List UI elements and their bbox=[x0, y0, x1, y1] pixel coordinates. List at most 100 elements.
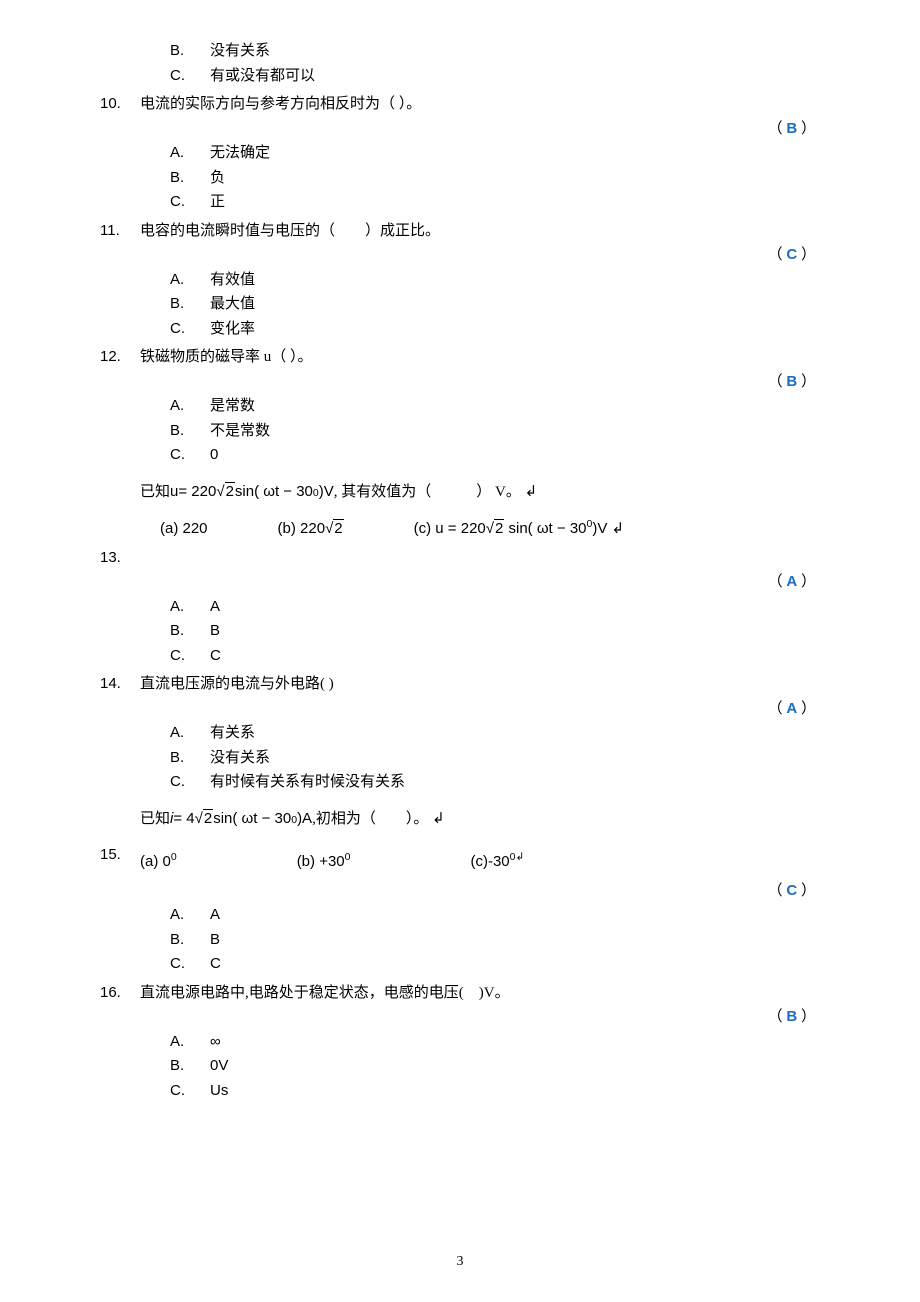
opt-text: 有时候有关系有时候没有关系 bbox=[210, 771, 820, 794]
answer-mark: （ B ） bbox=[100, 118, 820, 141]
opt-text: B bbox=[210, 620, 820, 643]
opt-text: 正 bbox=[210, 191, 820, 214]
answer-mark: （ C ） bbox=[100, 880, 820, 903]
opt-letter: A. bbox=[170, 1031, 210, 1054]
opt-text: 不是常数 bbox=[210, 420, 820, 443]
opt-letter: A. bbox=[170, 596, 210, 619]
opt-text: 有或没有都可以 bbox=[210, 65, 820, 88]
q11-options: A.有效值 B.最大值 C.变化率 bbox=[170, 269, 820, 341]
opt-letter: C. bbox=[170, 771, 210, 794]
opt-letter: B. bbox=[170, 747, 210, 770]
formula-eq: = 220 bbox=[178, 481, 216, 504]
formula-opt-c: (c)-300↲ bbox=[470, 850, 524, 874]
opt-text: 0V bbox=[210, 1055, 820, 1078]
question-13: 13. bbox=[100, 547, 820, 570]
formula-opt-b: (b) +300 bbox=[297, 850, 351, 874]
answer-mark: （ A ） bbox=[100, 571, 820, 594]
opt-text: 没有关系 bbox=[210, 747, 820, 770]
opt-letter: A. bbox=[170, 904, 210, 927]
q14-options: A.有关系 B.没有关系 C.有时候有关系有时候没有关系 bbox=[170, 722, 820, 794]
q-text: 直流电源电路中,电路处于稳定状态，电感的电压( )V。 bbox=[140, 982, 820, 1005]
opt-letter: B. bbox=[170, 293, 210, 316]
opt-letter: A. bbox=[170, 269, 210, 292]
answer-mark: （ A ） bbox=[100, 698, 820, 721]
page-root: B. 没有关系 C. 有或没有都可以 10. 电流的实际方向与参考方向相反时为（… bbox=[0, 0, 920, 1302]
opt-letter: A. bbox=[170, 395, 210, 418]
answer-letter: A bbox=[786, 700, 797, 717]
opt-letter: C. bbox=[170, 953, 210, 976]
opt-letter: C. bbox=[170, 191, 210, 214]
q-num: 14. bbox=[100, 673, 140, 696]
opt-text: Us bbox=[210, 1080, 820, 1103]
answer-letter: C bbox=[786, 882, 797, 899]
opt-text: 有效值 bbox=[210, 269, 820, 292]
q13-formula: 已知 u = 2202 sin( ωt − 300)V , 其有效值为（ ） V… bbox=[140, 481, 820, 504]
opt-text: A bbox=[210, 596, 820, 619]
answer-letter: A bbox=[786, 573, 797, 590]
opt-letter: C. bbox=[170, 1080, 210, 1103]
formula-end: )A bbox=[297, 808, 312, 831]
formula-mid: , 其有效值为（ ） V。 ↲ bbox=[334, 481, 537, 504]
q15-formula-opts: (a) 00 (b) +300 (c)-300↲ bbox=[140, 850, 594, 874]
answer-letter: B bbox=[786, 373, 797, 390]
page-number: 3 bbox=[0, 1251, 920, 1272]
question-12: 12. 铁磁物质的磁导率 u（ ）。 bbox=[100, 346, 820, 369]
q-num: 12. bbox=[100, 346, 140, 369]
opt-text: 负 bbox=[210, 167, 820, 190]
formula-opt-a: (a) 00 bbox=[140, 850, 177, 874]
formula-var: u bbox=[170, 481, 178, 504]
q12-options: A.是常数 B.不是常数 C.0 bbox=[170, 395, 820, 467]
opt-text: 没有关系 bbox=[210, 40, 820, 63]
opt-text: 是常数 bbox=[210, 395, 820, 418]
opt-text: 0 bbox=[210, 444, 820, 467]
formula-eq: = 4 bbox=[173, 808, 194, 831]
opt-letter: B. bbox=[170, 420, 210, 443]
answer-letter: B bbox=[786, 1008, 797, 1025]
q-num: 13. bbox=[100, 547, 140, 570]
formula-trig: sin( ωt − 30 bbox=[213, 808, 291, 831]
q15-options: A.A B.B C.C bbox=[170, 904, 820, 976]
opt-letter: A. bbox=[170, 142, 210, 165]
formula-trig: sin( ωt − 30 bbox=[235, 481, 313, 504]
opt-text: 变化率 bbox=[210, 318, 820, 341]
formula-opt-a: (a) 220 bbox=[160, 518, 208, 541]
opt-letter: C. bbox=[170, 444, 210, 467]
q13-options: A.A B.B C.C bbox=[170, 596, 820, 668]
formula-prefix: 已知 bbox=[140, 808, 170, 831]
formula-opt-b: (b) 2202 bbox=[278, 518, 344, 541]
answer-mark: （ B ） bbox=[100, 1006, 820, 1029]
q10-options: A.无法确定 B.负 C.正 bbox=[170, 142, 820, 214]
q-text bbox=[140, 547, 820, 570]
opt-letter: B. bbox=[170, 167, 210, 190]
answer-letter: B bbox=[786, 120, 797, 137]
q-text: 电流的实际方向与参考方向相反时为（ ）。 bbox=[140, 93, 820, 116]
opt-text: 有关系 bbox=[210, 722, 820, 745]
prev-options: B. 没有关系 C. 有或没有都可以 bbox=[170, 40, 820, 87]
opt-letter: B. bbox=[170, 40, 210, 63]
q-num: 16. bbox=[100, 982, 140, 1005]
opt-row: B. 没有关系 bbox=[170, 40, 820, 63]
q-text: 直流电压源的电流与外电路( ) bbox=[140, 673, 820, 696]
opt-text: C bbox=[210, 953, 820, 976]
question-10: 10. 电流的实际方向与参考方向相反时为（ ）。 bbox=[100, 93, 820, 116]
q-text: 铁磁物质的磁导率 u（ ）。 bbox=[140, 346, 820, 369]
opt-letter: B. bbox=[170, 929, 210, 952]
q-num: 10. bbox=[100, 93, 140, 116]
q-num: 15. bbox=[100, 844, 140, 867]
formula-mid: ,初相为（ ）。 ↲ bbox=[312, 808, 445, 831]
opt-text: C bbox=[210, 645, 820, 668]
opt-text: ∞ bbox=[210, 1031, 820, 1054]
q16-options: A.∞ B.0V C.Us bbox=[170, 1031, 820, 1103]
question-11: 11. 电容的电流瞬时值与电压的（ ）成正比。 bbox=[100, 220, 820, 243]
q-num: 11. bbox=[100, 220, 140, 243]
question-14: 14. 直流电压源的电流与外电路( ) bbox=[100, 673, 820, 696]
question-16: 16. 直流电源电路中,电路处于稳定状态，电感的电压( )V。 bbox=[100, 982, 820, 1005]
formula-prefix: 已知 bbox=[140, 481, 170, 504]
opt-letter: C. bbox=[170, 318, 210, 341]
opt-letter: B. bbox=[170, 620, 210, 643]
answer-letter: C bbox=[786, 246, 797, 263]
opt-row: C. 有或没有都可以 bbox=[170, 65, 820, 88]
opt-text: A bbox=[210, 904, 820, 927]
formula-opt-c: (c) u = 2202 sin( ωt − 300)V ↲ bbox=[414, 517, 624, 541]
sqrt-icon: 2 bbox=[216, 481, 235, 504]
